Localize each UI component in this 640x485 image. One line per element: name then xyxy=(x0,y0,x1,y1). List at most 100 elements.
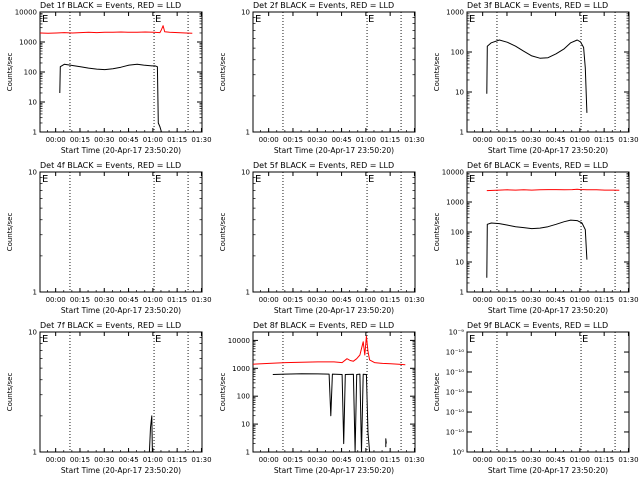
chart-title: Det 3f BLACK = Events, RED = LLD xyxy=(467,1,608,10)
x-tick-label: 01:15 xyxy=(380,136,400,144)
event-marker: E xyxy=(582,174,588,185)
x-tick-label: 01:00 xyxy=(143,296,163,304)
x-tick-label: 00:45 xyxy=(118,136,138,144)
y-tick-label: 10 xyxy=(28,329,37,337)
x-tick-label: 01:15 xyxy=(167,296,187,304)
y-axis-label: Counts/sec xyxy=(219,213,227,252)
y-tick-label: 1000 xyxy=(446,199,464,207)
chart-panel-6: Det 6f BLACK = Events, RED = LLD Counts/s… xyxy=(433,161,639,315)
y-tick-label: 1 xyxy=(33,129,37,137)
x-tick-label: 00:15 xyxy=(283,456,303,464)
event-marker: E xyxy=(469,334,475,345)
y-axis-label: Counts/sec xyxy=(6,53,14,92)
y-tick-label: 10 xyxy=(455,89,464,97)
x-tick-label: 01:15 xyxy=(594,296,614,304)
chart-title: Det 9f BLACK = Events, RED = LLD xyxy=(467,321,608,330)
y-axis-label: Counts/sec xyxy=(433,373,441,412)
y-tick-label: 10000 xyxy=(442,169,464,177)
event-marker: E xyxy=(582,14,588,25)
x-tick-label: 00:00 xyxy=(46,136,66,144)
x-tick-label: 01:30 xyxy=(618,456,638,464)
x-tick-label: 01:30 xyxy=(191,136,211,144)
y-axis-label: Counts/sec xyxy=(6,213,14,252)
y-tick-label: 100 xyxy=(451,229,464,237)
x-tick-label: 00:15 xyxy=(70,296,90,304)
event-marker: E xyxy=(42,174,48,185)
y-tick-label: 10 xyxy=(241,421,250,429)
event-marker: E xyxy=(255,14,261,25)
x-tick-label: 00:45 xyxy=(331,296,351,304)
plot-frame xyxy=(39,171,203,293)
x-tick-label: 01:30 xyxy=(191,296,211,304)
x-tick-label: 00:00 xyxy=(259,296,279,304)
y-tick-label: 10 xyxy=(28,169,37,177)
plot-frame xyxy=(466,331,630,453)
series-line-events xyxy=(59,63,162,133)
series-line-lld xyxy=(39,25,193,34)
x-tick-label: 01:30 xyxy=(618,136,638,144)
chart-panel-3: Det 3f BLACK = Events, RED = LLD Counts/s… xyxy=(433,1,639,155)
x-axis-label: Start Time (20-Apr-17 23:50:20) xyxy=(274,306,394,315)
x-tick-label: 00:30 xyxy=(94,456,114,464)
y-tick-label: 10000 xyxy=(15,9,37,17)
y-axis-label: Counts/sec xyxy=(6,373,14,412)
x-tick-label: 00:45 xyxy=(331,136,351,144)
series-line-events_tail xyxy=(385,438,387,448)
x-axis-label: Start Time (20-Apr-17 23:50:20) xyxy=(61,146,181,155)
x-tick-label: 01:15 xyxy=(167,456,187,464)
y-axis-label: Counts/sec xyxy=(433,53,441,92)
y-tick-label: 1000 xyxy=(446,9,464,17)
y-axis-label: Counts/sec xyxy=(433,213,441,252)
y-tick-label: 1000 xyxy=(232,365,250,373)
chart-title: Det 6f BLACK = Events, RED = LLD xyxy=(467,161,608,170)
x-axis-label: Start Time (20-Apr-17 23:50:20) xyxy=(274,466,394,475)
chart-panel-4: Det 4f BLACK = Events, RED = LLD Counts/s… xyxy=(6,161,212,315)
y-tick-label: 10 xyxy=(28,99,37,107)
y-tick-label: 1 xyxy=(33,449,37,457)
x-tick-label: 01:00 xyxy=(356,456,376,464)
series-line-lld xyxy=(252,335,406,366)
x-tick-label: 01:00 xyxy=(570,456,590,464)
plot-frame xyxy=(39,11,203,133)
chart-panel-8: Det 8f BLACK = Events, RED = LLD Counts/s… xyxy=(219,321,425,475)
chart-panel-7: Det 7f BLACK = Events, RED = LLD Counts/s… xyxy=(6,321,212,475)
x-tick-label: 00:30 xyxy=(94,296,114,304)
x-tick-label: 01:00 xyxy=(143,456,163,464)
y-tick-label: 10 xyxy=(241,9,250,17)
event-marker: E xyxy=(469,14,475,25)
event-marker: E xyxy=(155,14,161,25)
y-tick-label: 10⁻¹⁰ xyxy=(446,409,464,417)
plot-frame xyxy=(252,331,416,453)
x-tick-label: 01:30 xyxy=(618,296,638,304)
chart-title: Det 8f BLACK = Events, RED = LLD xyxy=(253,321,394,330)
x-axis-label: Start Time (20-Apr-17 23:50:20) xyxy=(61,306,181,315)
series-line-lld xyxy=(486,188,620,192)
y-tick-label: 10 xyxy=(241,169,250,177)
x-tick-label: 01:15 xyxy=(167,136,187,144)
event-marker: E xyxy=(155,174,161,185)
y-tick-label: 1 xyxy=(33,289,37,297)
x-tick-label: 00:00 xyxy=(46,456,66,464)
x-tick-label: 01:00 xyxy=(570,136,590,144)
x-tick-label: 00:00 xyxy=(473,136,493,144)
x-tick-label: 01:15 xyxy=(380,296,400,304)
x-tick-label: 01:30 xyxy=(404,136,424,144)
x-tick-label: 00:00 xyxy=(259,136,279,144)
plot-frame xyxy=(39,331,203,453)
x-tick-label: 00:45 xyxy=(331,456,351,464)
x-tick-label: 00:15 xyxy=(497,136,517,144)
plot-frame xyxy=(252,171,416,293)
chart-panel-2: Det 2f BLACK = Events, RED = LLD Counts/s… xyxy=(219,1,425,155)
x-tick-label: 01:00 xyxy=(570,296,590,304)
x-tick-label: 01:15 xyxy=(380,456,400,464)
x-tick-label: 00:30 xyxy=(307,136,327,144)
x-tick-label: 00:15 xyxy=(70,456,90,464)
x-tick-label: 00:15 xyxy=(283,136,303,144)
event-marker: E xyxy=(469,174,475,185)
x-tick-label: 00:45 xyxy=(545,296,565,304)
x-tick-label: 00:15 xyxy=(497,456,517,464)
event-marker: E xyxy=(255,174,261,185)
x-tick-label: 00:30 xyxy=(521,456,541,464)
